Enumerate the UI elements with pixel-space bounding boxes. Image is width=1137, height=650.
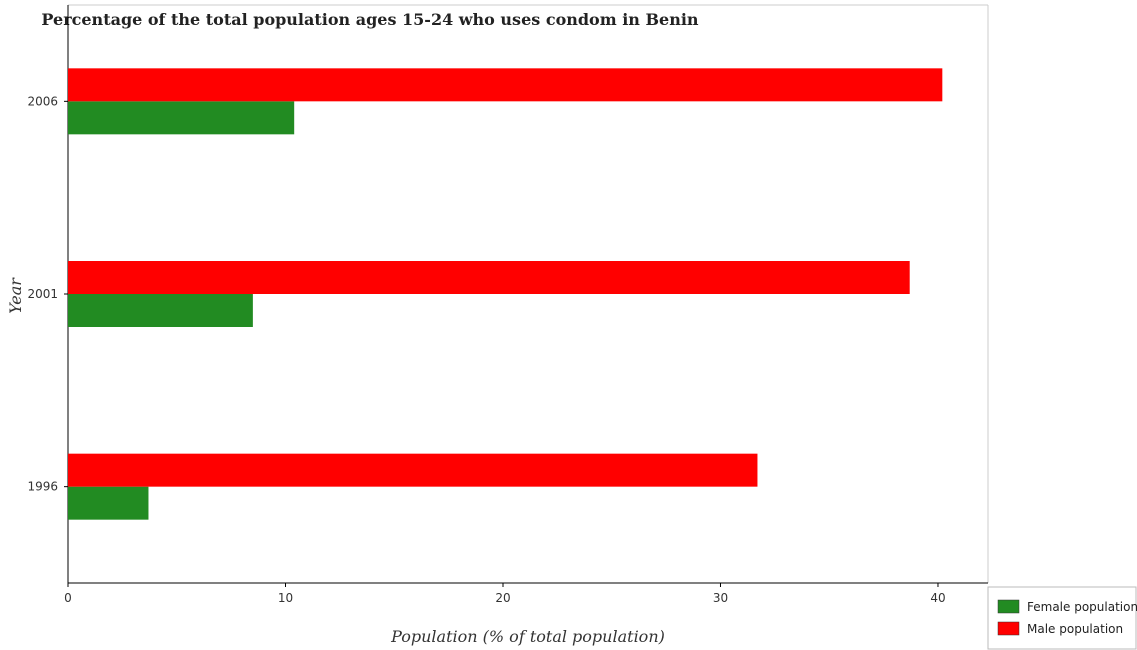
y-tick-label: 2006 bbox=[27, 94, 58, 108]
y-tick-label: 2001 bbox=[27, 287, 58, 301]
chart-title: Percentage of the total population ages … bbox=[41, 10, 699, 29]
bar-female-2001 bbox=[68, 294, 253, 327]
bars bbox=[68, 68, 943, 520]
y-axis-title: Year bbox=[6, 277, 25, 314]
legend-box bbox=[987, 586, 1137, 650]
x-tick-label: 20 bbox=[495, 591, 510, 605]
legend: Female population Male population bbox=[987, 586, 1137, 650]
y-ticks: 1996 2001 2006 bbox=[27, 94, 68, 494]
bar-female-2006 bbox=[68, 101, 295, 135]
bar-female-1996 bbox=[68, 486, 149, 520]
x-ticks: 0 10 20 30 40 bbox=[64, 583, 946, 605]
x-tick-label: 40 bbox=[930, 591, 945, 605]
x-axis-title: Population (% of total population) bbox=[390, 627, 665, 646]
legend-label-male: Male population bbox=[1027, 622, 1123, 636]
legend-swatch-male bbox=[997, 621, 1020, 636]
x-tick-label: 10 bbox=[278, 591, 293, 605]
bar-male-2001 bbox=[68, 261, 910, 294]
x-tick-label: 0 bbox=[64, 591, 72, 605]
bar-male-1996 bbox=[68, 453, 758, 487]
y-tick-label: 1996 bbox=[27, 480, 58, 494]
x-tick-label: 30 bbox=[713, 591, 728, 605]
legend-swatch-female bbox=[997, 599, 1020, 614]
bar-male-2006 bbox=[68, 68, 943, 102]
legend-label-female: Female population bbox=[1027, 600, 1137, 614]
